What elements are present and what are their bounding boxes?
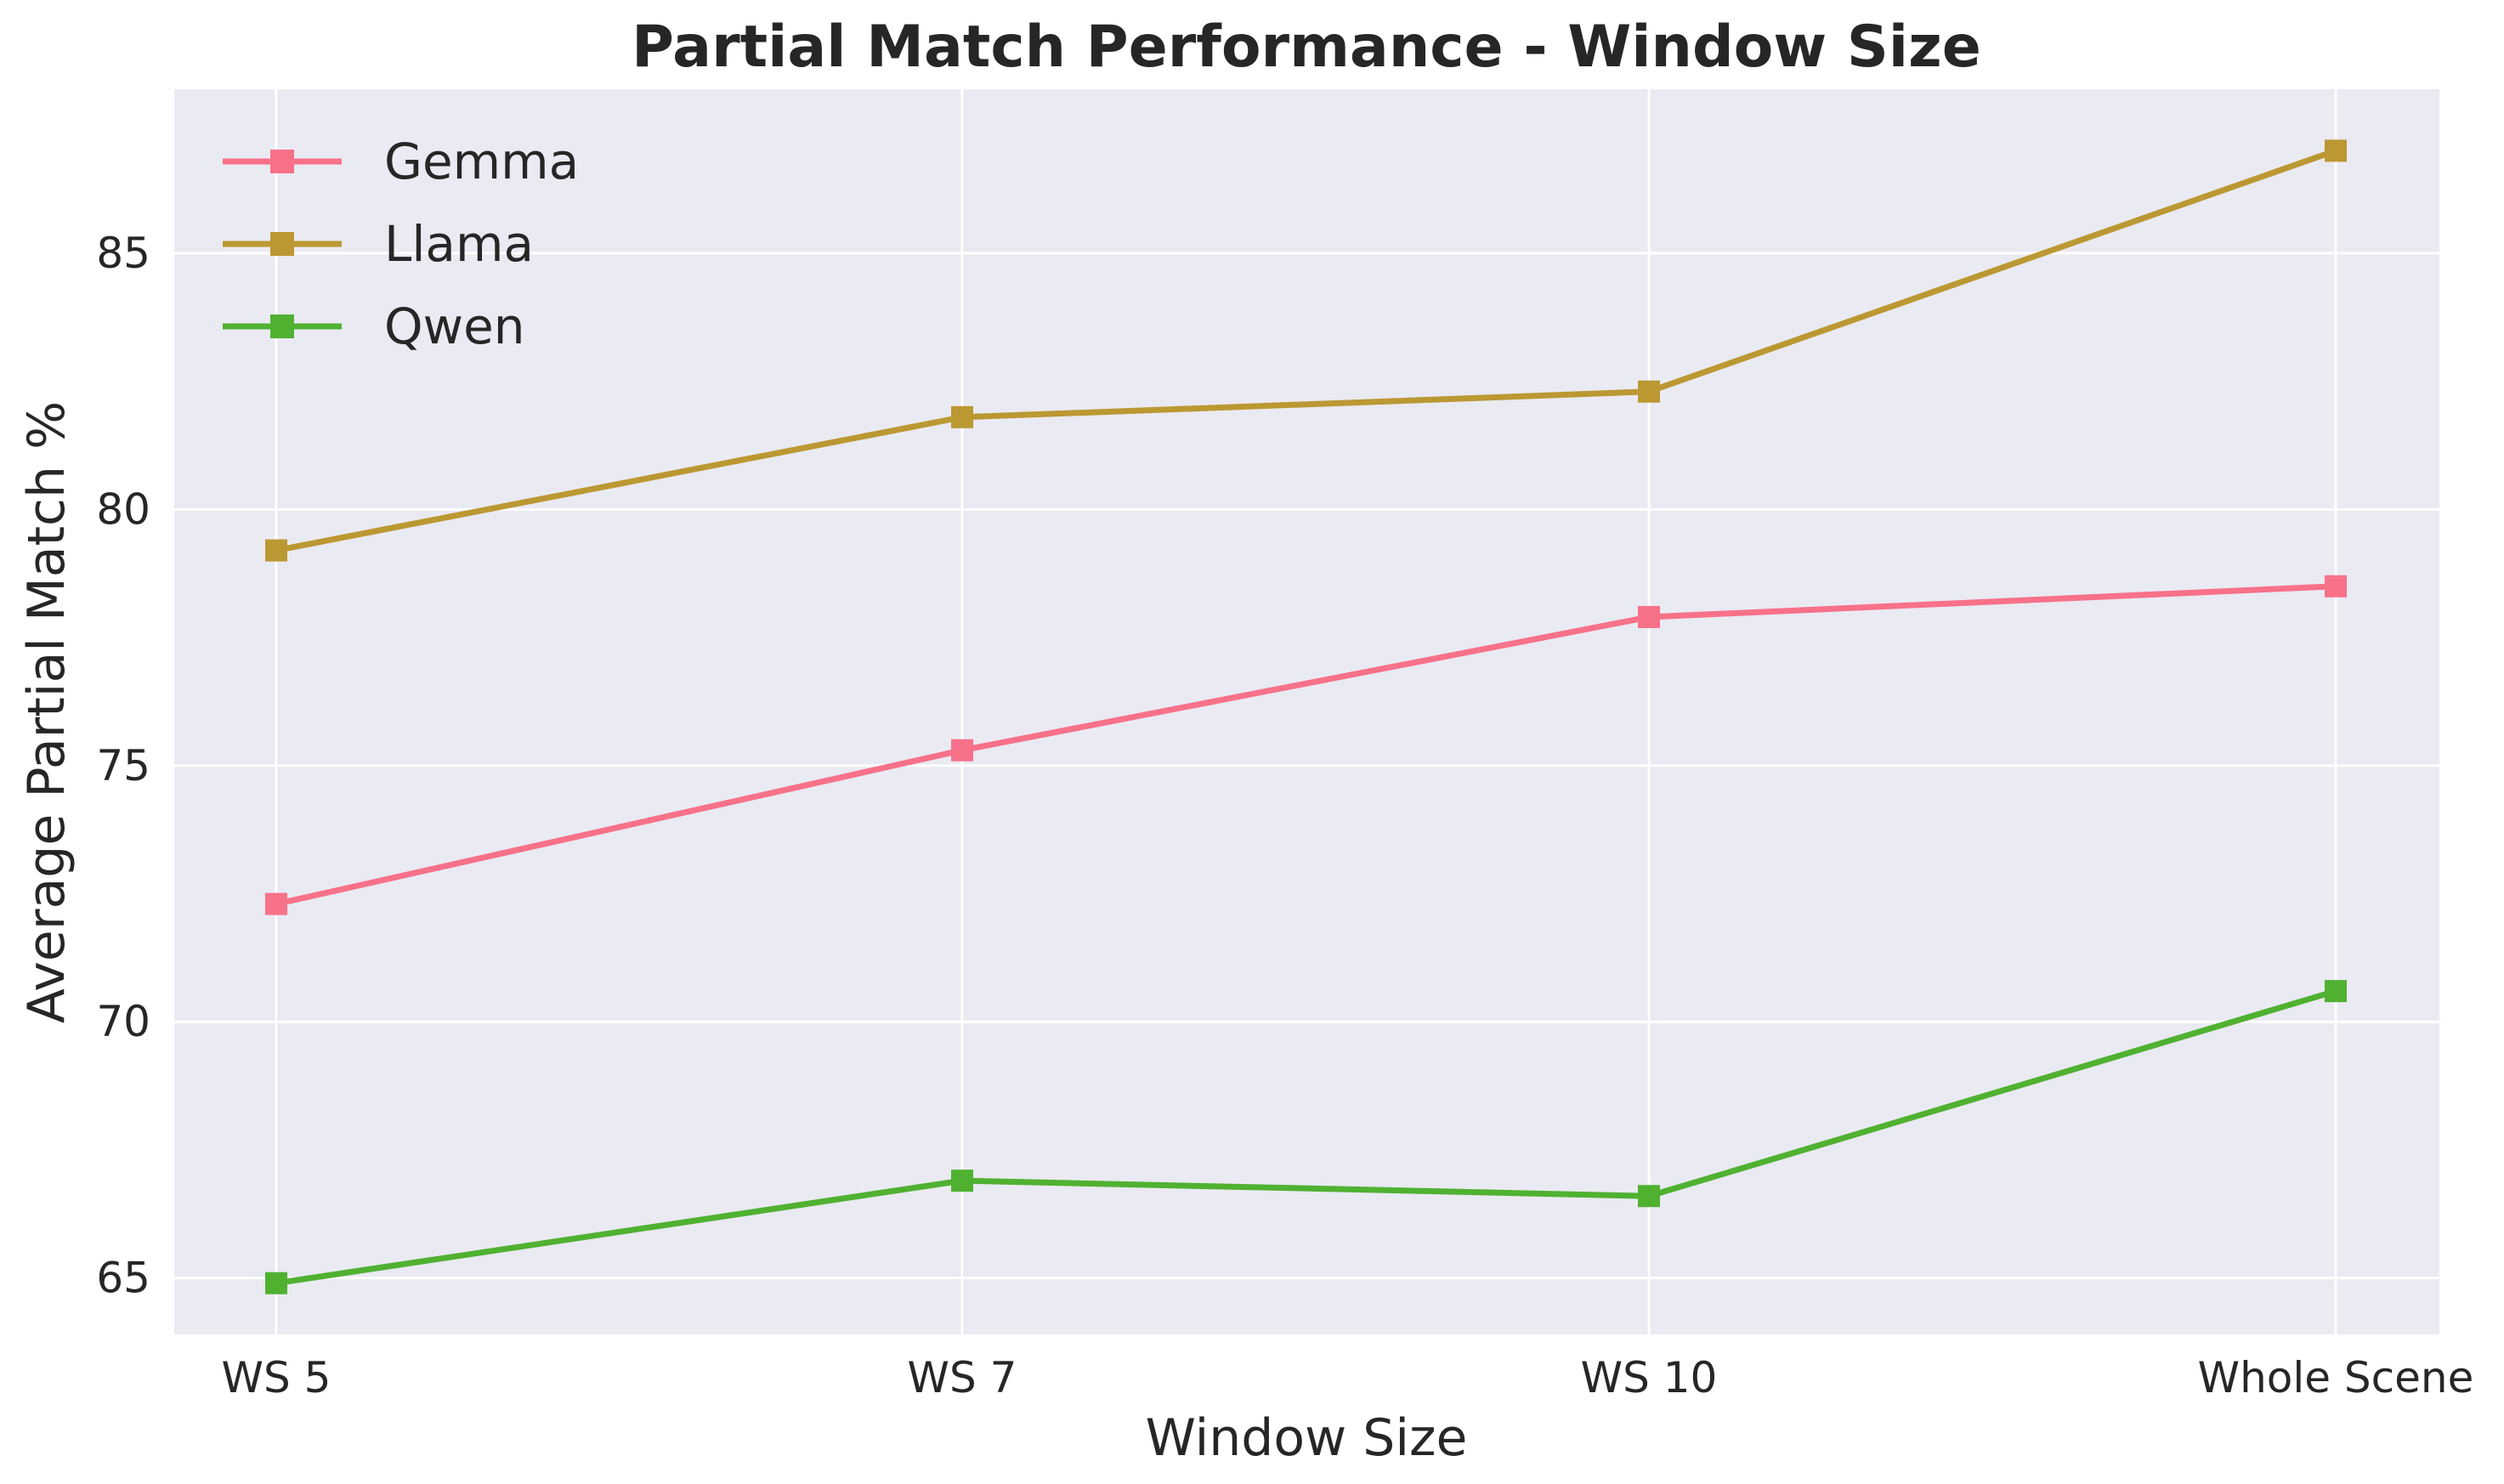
plot-area — [174, 89, 2439, 1334]
legend-qwen-marker — [270, 314, 294, 338]
x-tick-label: WS 5 — [222, 1353, 331, 1402]
chart-title: Partial Match Performance - Window Size — [632, 14, 1981, 81]
grid-lines — [174, 89, 2439, 1334]
gemma-point — [2325, 575, 2347, 598]
y-axis-label: Average Partial Match % — [17, 401, 76, 1023]
legend-qwen-label: Qwen — [384, 297, 525, 355]
gemma-point — [265, 892, 287, 915]
llama-point — [1638, 380, 1660, 403]
gemma-point — [1638, 605, 1660, 628]
gemma-line — [275, 583, 2337, 907]
x-tick-label: WS 10 — [1581, 1353, 1718, 1402]
x-tick-label: Whole Scene — [2198, 1353, 2474, 1402]
y-tick-labels: 65 70 75 80 85 — [96, 229, 150, 1303]
y-tick-label: 85 — [96, 229, 150, 278]
y-tick-label: 75 — [96, 741, 150, 790]
llama-line — [275, 148, 2337, 554]
llama-point — [265, 539, 287, 562]
legend-llama-label: Llama — [384, 215, 534, 273]
qwen-point — [1638, 1185, 1660, 1208]
gemma-point — [951, 739, 973, 762]
y-tick-label: 70 — [96, 997, 150, 1046]
qwen-point — [951, 1170, 973, 1192]
qwen-point — [2325, 980, 2347, 1003]
qwen-point — [265, 1272, 287, 1294]
x-axis-label: Window Size — [1146, 1408, 1468, 1468]
llama-point — [2325, 139, 2347, 162]
legend-gemma-label: Gemma — [384, 133, 579, 190]
legend-llama-marker — [270, 232, 294, 256]
qwen-line — [275, 988, 2337, 1287]
y-tick-label: 65 — [96, 1254, 150, 1303]
x-tick-labels: WS 5 WS 7 WS 10 Whole Scene — [222, 1353, 2474, 1402]
legend-gemma-marker — [270, 150, 294, 173]
y-tick-label: 80 — [96, 484, 150, 534]
x-tick-label: WS 7 — [908, 1353, 1017, 1402]
series-layer — [265, 139, 2347, 1294]
legend: Gemma Llama Qwen — [223, 133, 579, 355]
llama-point — [951, 405, 973, 428]
